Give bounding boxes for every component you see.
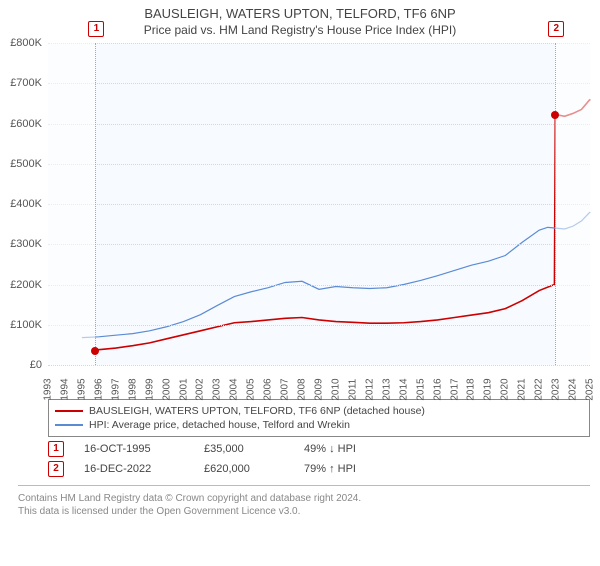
x-axis-label: 2002 bbox=[195, 378, 206, 400]
x-axis-label: 2010 bbox=[330, 378, 341, 400]
y-axis-label: £500K bbox=[10, 158, 42, 170]
y-axis-label: £700K bbox=[10, 77, 42, 89]
x-axis-label: 2004 bbox=[229, 378, 240, 400]
x-axis-label: 1998 bbox=[127, 378, 138, 400]
marker-badge: 1 bbox=[88, 21, 104, 37]
table-row: 2 16-DEC-2022 £620,000 79% ↑ HPI bbox=[48, 461, 590, 477]
legend-label: HPI: Average price, detached house, Telf… bbox=[89, 419, 350, 431]
x-axis-label: 2019 bbox=[483, 378, 494, 400]
marker-badge: 1 bbox=[48, 441, 64, 457]
x-axis-label: 2017 bbox=[449, 378, 460, 400]
legend-item: HPI: Average price, detached house, Telf… bbox=[55, 418, 583, 432]
x-axis-label: 1999 bbox=[144, 378, 155, 400]
legend-label: BAUSLEIGH, WATERS UPTON, TELFORD, TF6 6N… bbox=[89, 405, 425, 417]
transaction-pct: 79% ↑ HPI bbox=[304, 463, 424, 475]
y-axis-label: £100K bbox=[10, 319, 42, 331]
transactions-table: 1 16-OCT-1995 £35,000 49% ↓ HPI 2 16-DEC… bbox=[48, 441, 590, 477]
series-hpi bbox=[82, 212, 590, 338]
x-axis-label: 1994 bbox=[59, 378, 70, 400]
x-axis-label: 2018 bbox=[466, 378, 477, 400]
legend-item: BAUSLEIGH, WATERS UPTON, TELFORD, TF6 6N… bbox=[55, 404, 583, 418]
transaction-price: £620,000 bbox=[204, 463, 284, 475]
table-row: 1 16-OCT-1995 £35,000 49% ↓ HPI bbox=[48, 441, 590, 457]
x-axis-label: 2006 bbox=[263, 378, 274, 400]
y-axis-label: £200K bbox=[10, 279, 42, 291]
chart-area: £0£100K£200K£300K£400K£500K£600K£700K£80… bbox=[48, 43, 590, 393]
x-axis-label: 2022 bbox=[534, 378, 545, 400]
x-axis-label: 2003 bbox=[212, 378, 223, 400]
x-axis-label: 2014 bbox=[398, 378, 409, 400]
y-axis-label: £0 bbox=[30, 359, 42, 371]
chart-legend: BAUSLEIGH, WATERS UPTON, TELFORD, TF6 6N… bbox=[48, 399, 590, 437]
x-axis-label: 2005 bbox=[246, 378, 257, 400]
x-axis-label: 2012 bbox=[364, 378, 375, 400]
chart-title: BAUSLEIGH, WATERS UPTON, TELFORD, TF6 6N… bbox=[0, 6, 600, 21]
x-axis-label: 2013 bbox=[381, 378, 392, 400]
x-axis-label: 2008 bbox=[297, 378, 308, 400]
chart-container: BAUSLEIGH, WATERS UPTON, TELFORD, TF6 6N… bbox=[0, 6, 600, 566]
x-axis-label: 2007 bbox=[280, 378, 291, 400]
marker-badge: 2 bbox=[48, 461, 64, 477]
x-axis-label: 2015 bbox=[415, 378, 426, 400]
data-point-dot bbox=[551, 111, 559, 119]
x-axis-label: 2020 bbox=[500, 378, 511, 400]
transaction-date: 16-OCT-1995 bbox=[84, 443, 184, 455]
x-axis-label: 1996 bbox=[93, 378, 104, 400]
plot-area: £0£100K£200K£300K£400K£500K£600K£700K£80… bbox=[48, 43, 590, 365]
legend-swatch bbox=[55, 410, 83, 412]
y-axis-label: £300K bbox=[10, 238, 42, 250]
x-axis-label: 1993 bbox=[43, 378, 54, 400]
x-axis-label: 2000 bbox=[161, 378, 172, 400]
transaction-price: £35,000 bbox=[204, 443, 284, 455]
y-axis-label: £800K bbox=[10, 37, 42, 49]
legend-swatch bbox=[55, 424, 83, 426]
attribution-block: Contains HM Land Registry data © Crown c… bbox=[18, 485, 590, 518]
data-point-dot bbox=[91, 347, 99, 355]
x-axis-label: 1997 bbox=[110, 378, 121, 400]
transaction-date: 16-DEC-2022 bbox=[84, 463, 184, 475]
x-axis-label: 2001 bbox=[178, 378, 189, 400]
x-axis-label: 2023 bbox=[551, 378, 562, 400]
x-axis-label: 2009 bbox=[314, 378, 325, 400]
marker-badge: 2 bbox=[548, 21, 564, 37]
y-axis-label: £400K bbox=[10, 198, 42, 210]
x-axis-label: 2021 bbox=[517, 378, 528, 400]
x-axis-label: 2011 bbox=[347, 379, 358, 401]
y-axis-label: £600K bbox=[10, 118, 42, 130]
x-axis-label: 2024 bbox=[568, 378, 579, 400]
x-axis-label: 2016 bbox=[432, 378, 443, 400]
attribution-line: This data is licensed under the Open Gov… bbox=[18, 505, 590, 518]
series-price_paid bbox=[95, 99, 590, 351]
transaction-pct: 49% ↓ HPI bbox=[304, 443, 424, 455]
x-axis-label: 2025 bbox=[585, 378, 596, 400]
x-axis-label: 1995 bbox=[76, 378, 87, 400]
attribution-line: Contains HM Land Registry data © Crown c… bbox=[18, 492, 590, 505]
